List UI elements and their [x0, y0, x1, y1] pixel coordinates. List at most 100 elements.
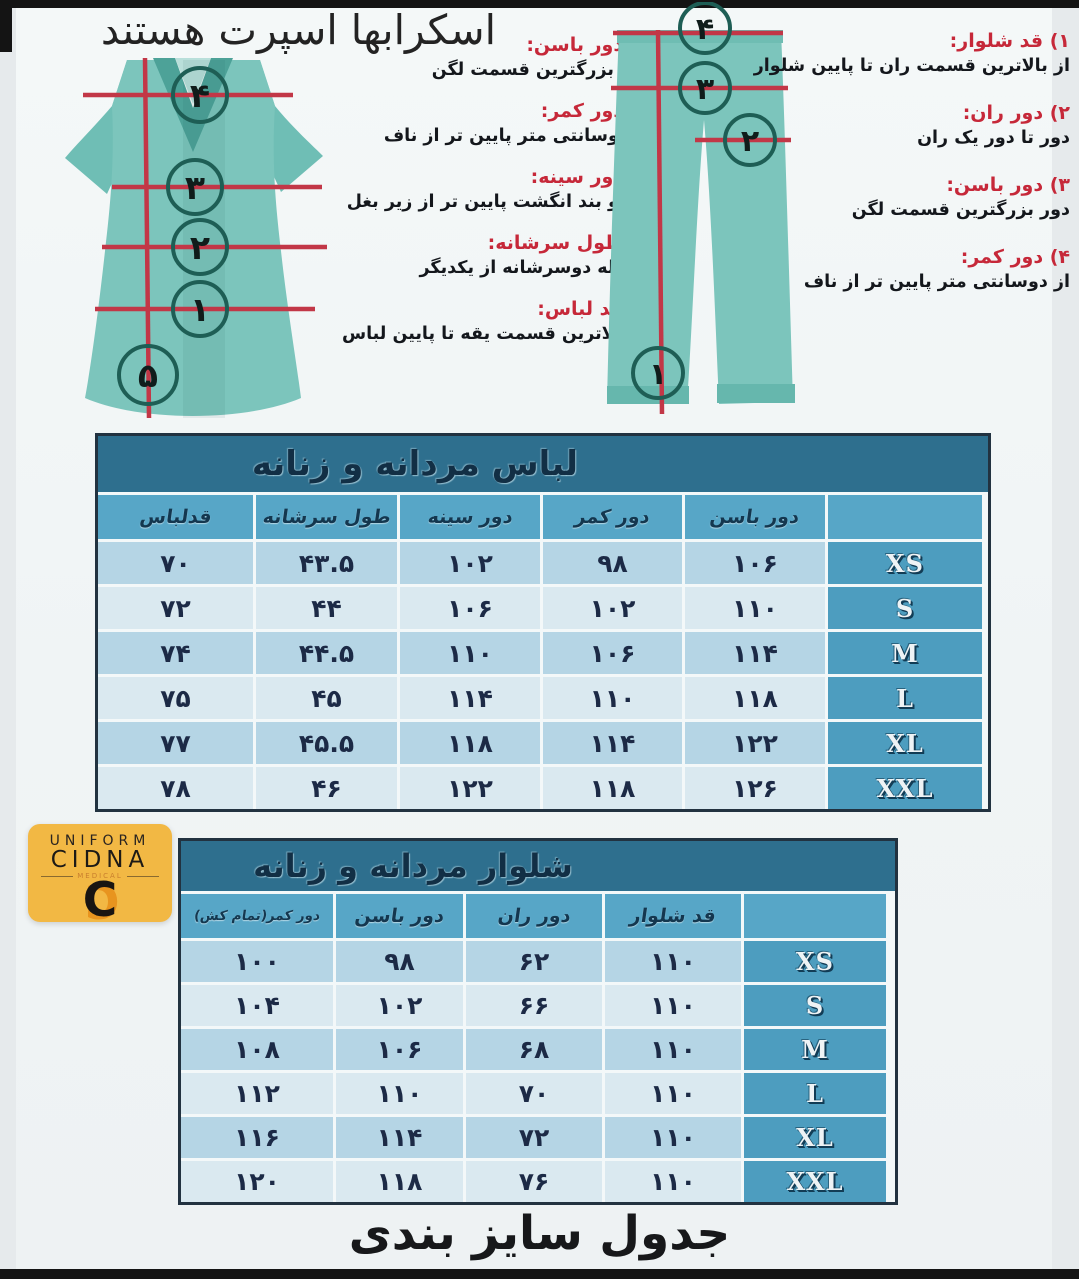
column-header: دور کمر(تمام کش) [181, 894, 333, 938]
size-label: M [744, 1029, 886, 1070]
logo-c-mark: C C [72, 873, 128, 932]
top-left-border [0, 8, 12, 52]
column-header: دور باسن [685, 495, 825, 539]
table-cell: ۱۱۰ [605, 941, 741, 982]
marker-circle-3 [166, 158, 224, 216]
table-cell: ۱۲۲ [400, 767, 540, 809]
logo-medical-row: MEDICAL [41, 872, 159, 880]
shirt-table-grid: قدلباس طول سرشانه دور سینه دور کمر دور ب… [98, 492, 988, 809]
table-cell: ۱۰۶ [543, 632, 682, 674]
column-header: قدلباس [98, 495, 253, 539]
shirt-size-table: لباس مردانه و زنانه قدلباس طول سرشانه دو… [95, 433, 991, 812]
right-cuff [717, 384, 795, 403]
table-cell: ۱۱۴ [543, 722, 682, 764]
table-cell: ۱۱۶ [181, 1117, 333, 1158]
guide-label: ۴) دور کمر: [960, 246, 1070, 268]
v-collar [153, 58, 233, 152]
top-border-bar [0, 0, 1079, 8]
pants-marker-circle-3 [678, 61, 732, 115]
pants-measure-guide: ۱) قد شلوار: از بالاترین قسمت ران تا پای… [754, 28, 1070, 316]
guide-desc: دور بزرگترین قسمت لگن [851, 200, 1070, 220]
pants-marker-circle-4 [678, 2, 732, 55]
table-cell: ۱۱۸ [336, 1161, 463, 1202]
table-cell: ۷۵ [98, 677, 253, 719]
logo-divider-line [126, 875, 159, 877]
table-cell: ۷۸ [98, 767, 253, 809]
brand-logo: UNIFORM CIDNA MEDICAL C C [28, 824, 172, 931]
pants-marker-1: ۱ [649, 357, 667, 392]
table-cell: ۱۱۰ [605, 1117, 741, 1158]
marker-2: ۲ [190, 228, 210, 267]
guide-desc: از بالاترین قسمت یقه تا پایین لباس [341, 324, 650, 344]
table-cell: ۱۱۸ [400, 722, 540, 764]
marker-circle-1 [171, 280, 229, 338]
table-cell: ۶۸ [466, 1029, 602, 1070]
table-cell: ۴۶ [256, 767, 397, 809]
pants-marker-circle-1 [631, 346, 685, 400]
table-cell: ۷۷ [98, 722, 253, 764]
table-cell: ۶۶ [466, 985, 602, 1026]
pants-table-grid: دور کمر(تمام کش) دور باسن دور ران قد شلو… [181, 891, 895, 1202]
pants-table-title: شلوار مردانه و زنانه [181, 841, 895, 891]
size-label: L [744, 1073, 886, 1114]
size-label: S [744, 985, 886, 1026]
size-label: XXL [828, 767, 982, 809]
size-column-header [744, 894, 886, 938]
table-cell: ۱۱۰ [543, 677, 682, 719]
table-cell: ۱۰۴ [181, 985, 333, 1026]
size-label: XL [828, 722, 982, 764]
column-header: طول سرشانه [256, 495, 397, 539]
size-label: XS [744, 941, 886, 982]
guide-desc: دور بزرگترین قسمت لگن [431, 60, 650, 80]
table-cell: ۱۰۶ [336, 1029, 463, 1070]
pants-marker-circle-2 [723, 113, 777, 167]
guide-item: ۳) دور باسن: دور بزرگترین قسمت لگن [830, 172, 1070, 222]
guide-item: ۱) قد شلوار: از بالاترین قسمت ران تا پای… [754, 28, 1070, 78]
column-header: دور باسن [336, 894, 463, 938]
table-cell: ۷۶ [466, 1161, 602, 1202]
table-cell: ۱۰۲ [543, 587, 682, 629]
pants-marker-4: ۴ [696, 12, 714, 47]
size-label: S [828, 587, 982, 629]
table-cell: ۱۰۰ [181, 941, 333, 982]
table-cell: ۱۱۰ [336, 1073, 463, 1114]
marker-1: ۱ [190, 290, 210, 329]
guide-desc: فاصله دوسرشانه از یکدیگر [419, 258, 650, 278]
table-cell: ۷۰ [466, 1073, 602, 1114]
size-column-header [828, 495, 982, 539]
bottom-border-bar [0, 1269, 1079, 1279]
marker-circle-2 [171, 218, 229, 276]
marker-circle-4 [171, 66, 229, 124]
table-cell: ۹۸ [336, 941, 463, 982]
table-cell: ۱۱۲ [181, 1073, 333, 1114]
table-cell: ۴۴ [256, 587, 397, 629]
logo-divider-line [41, 875, 74, 877]
table-cell: ۱۰۶ [685, 542, 825, 584]
logo-uniform-text: UNIFORM [49, 833, 151, 849]
shirt-table-title: لباس مردانه و زنانه [98, 436, 988, 492]
table-cell: ۱۱۰ [400, 632, 540, 674]
size-label: XXL [744, 1161, 886, 1202]
logo-c-letter: C [82, 873, 118, 928]
column-header: دور کمر [543, 495, 682, 539]
table-cell: ۱۱۰ [605, 1029, 741, 1070]
logo-cidna-text: CIDNA [50, 847, 150, 873]
table-cell: ۱۱۸ [543, 767, 682, 809]
marker-circle-5 [117, 344, 179, 406]
page-title: جدول سایز بندی [348, 1206, 731, 1261]
guide-item: ۴) دور کمر: از دوسانتی متر پایین تر از ن… [804, 244, 1070, 294]
column-header: قد شلوار [605, 894, 741, 938]
table-cell: ۱۰۲ [336, 985, 463, 1026]
guide-item: ۱) دور باسن: دور بزرگترین قسمت لگن [360, 32, 650, 82]
guide-label: ۲) دور ران: [962, 102, 1070, 124]
table-cell: ۱۱۰ [685, 587, 825, 629]
table-cell: ۱۱۰ [605, 1161, 741, 1202]
table-cell: ۴۵.۵ [256, 722, 397, 764]
table-cell: ۱۰۶ [400, 587, 540, 629]
marker-3: ۳ [185, 168, 205, 207]
table-cell: ۱۰۸ [181, 1029, 333, 1070]
table-cell: ۱۱۴ [400, 677, 540, 719]
table-cell: ۷۰ [98, 542, 253, 584]
table-cell: ۱۱۴ [336, 1117, 463, 1158]
